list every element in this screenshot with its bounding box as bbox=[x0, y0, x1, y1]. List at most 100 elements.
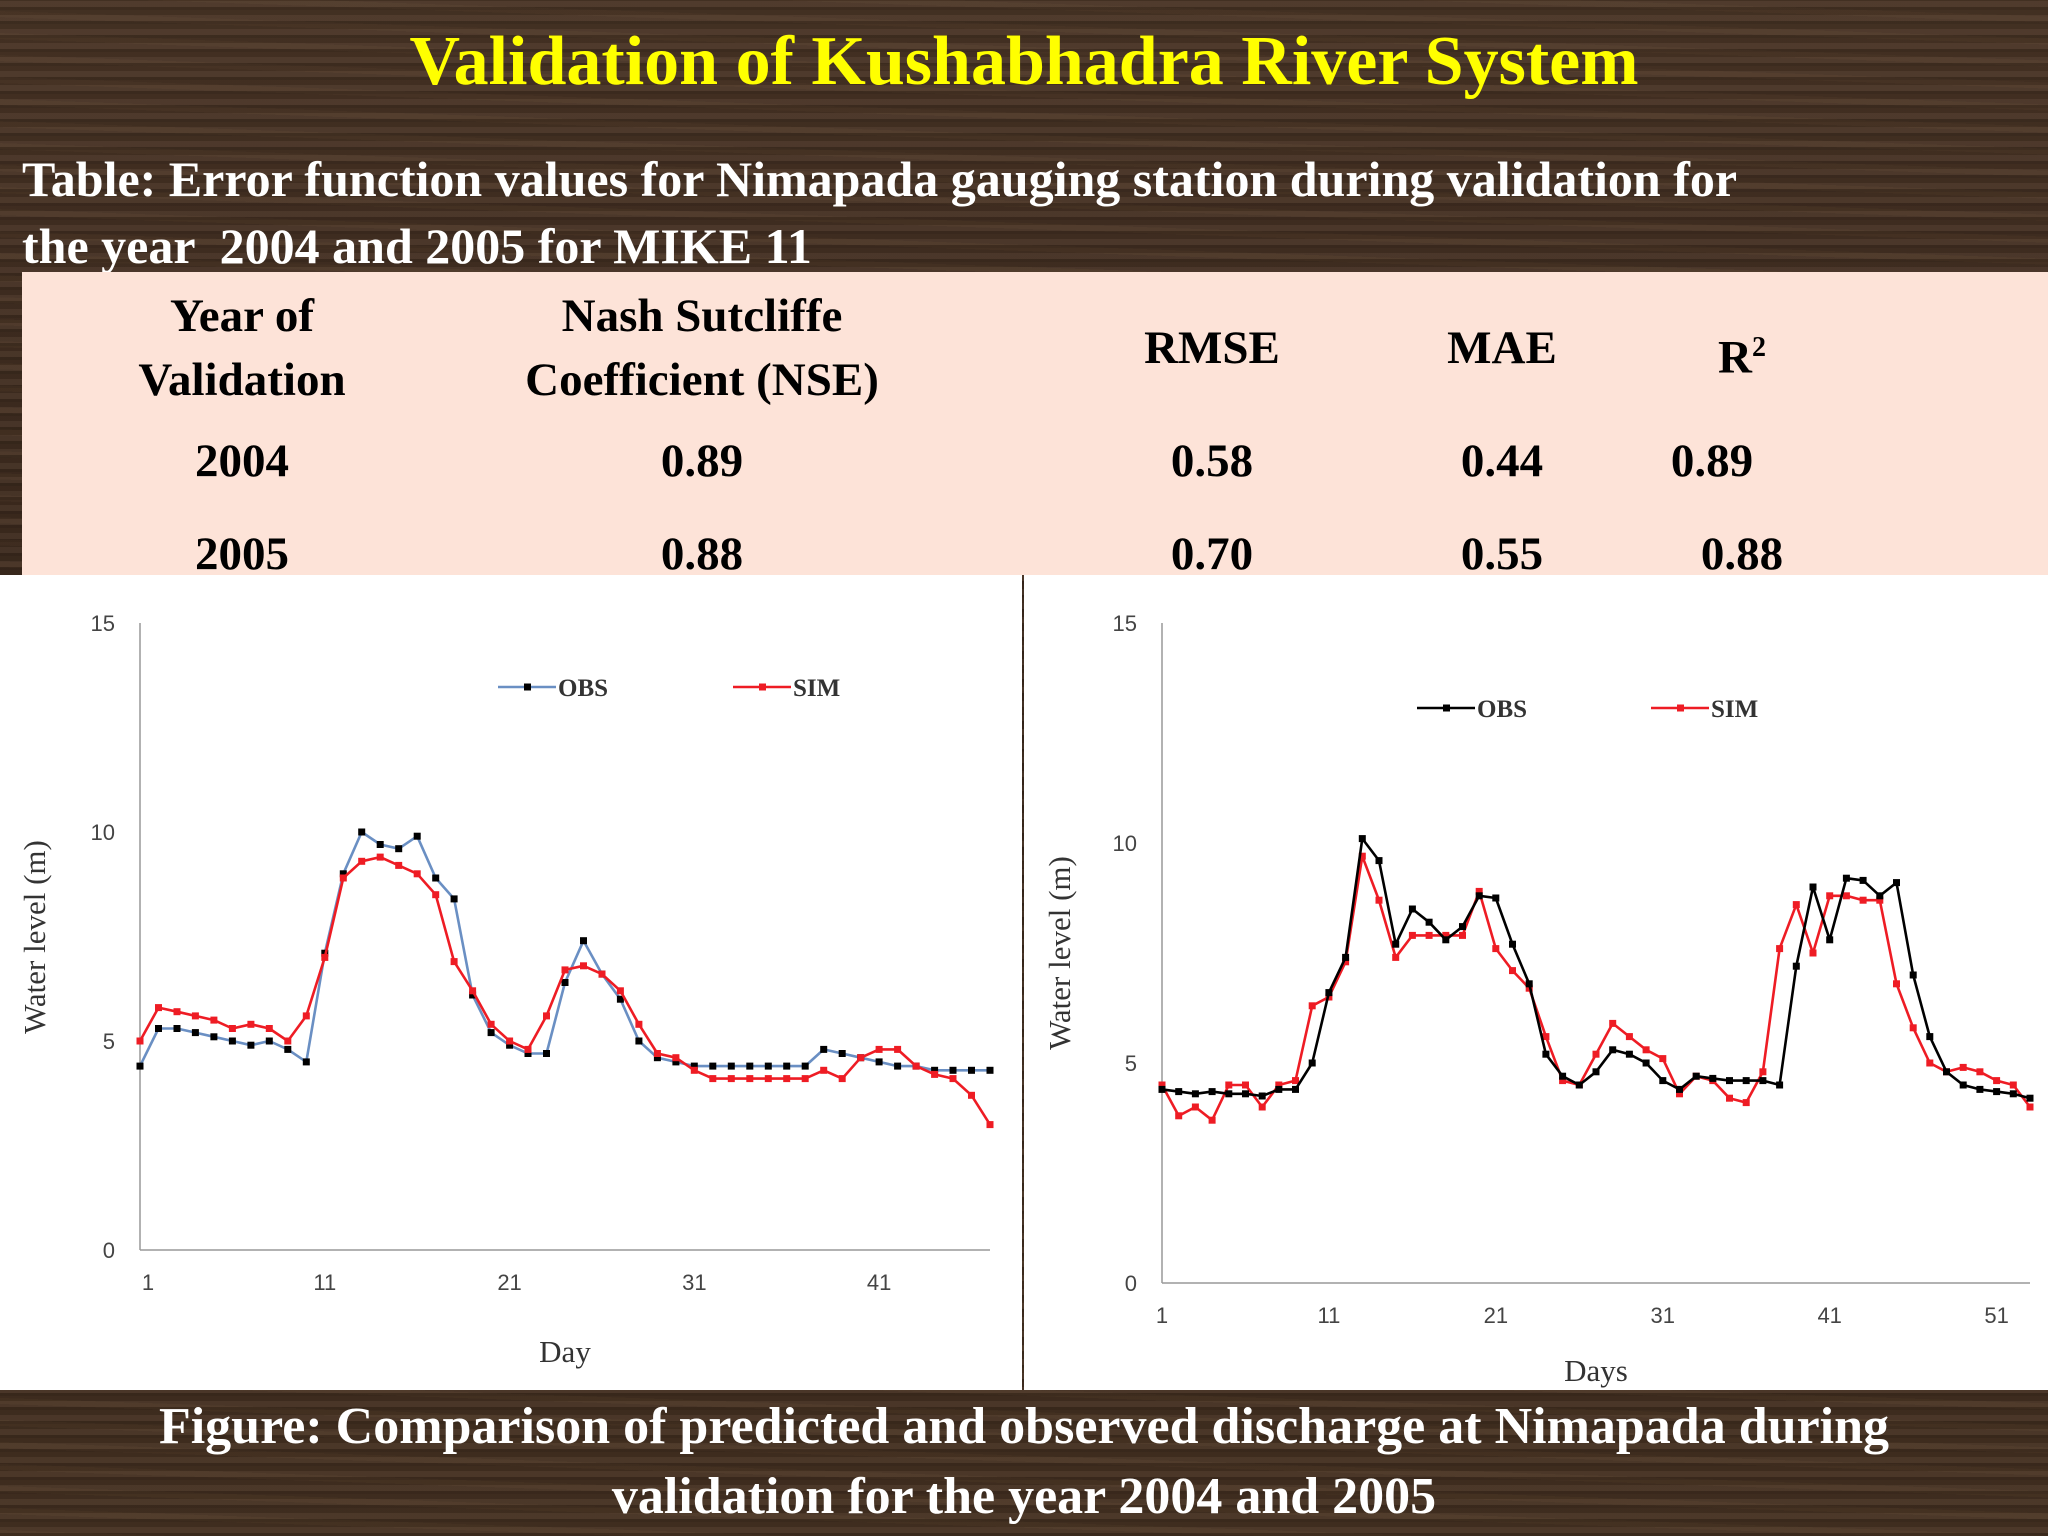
point-obs bbox=[931, 1066, 939, 1074]
point-obs bbox=[561, 979, 569, 986]
y-axis-label: Water level (m) bbox=[1042, 856, 1077, 1050]
point-sim bbox=[672, 1054, 680, 1062]
point-sim bbox=[746, 1075, 754, 1083]
point-sim bbox=[1392, 953, 1400, 961]
point-sim bbox=[524, 1045, 532, 1053]
point-sim bbox=[1625, 1033, 1633, 1041]
legend-marker-sim bbox=[759, 683, 766, 691]
point-sim bbox=[1893, 980, 1900, 988]
point-sim bbox=[210, 1016, 218, 1024]
point-obs bbox=[506, 1041, 514, 1049]
point-sim bbox=[1375, 896, 1383, 904]
legend-label-obs: OBS bbox=[1477, 696, 1527, 723]
header-nse: Nash Sutcliffe Coefficient (NSE) bbox=[442, 284, 962, 412]
row-2004-year: 2004 bbox=[195, 435, 289, 487]
header-year: Year of Validation bbox=[82, 284, 402, 412]
point-sim bbox=[1759, 1068, 1767, 1076]
point-sim bbox=[709, 1075, 717, 1083]
point-sim bbox=[1592, 1050, 1600, 1058]
point-sim bbox=[302, 1012, 310, 1020]
point-obs bbox=[450, 895, 458, 903]
point-sim bbox=[1742, 1099, 1750, 1107]
point-sim bbox=[690, 1066, 698, 1074]
point-obs bbox=[1659, 1077, 1667, 1085]
point-sim bbox=[1976, 1068, 1984, 1076]
point-sim bbox=[1158, 1081, 1166, 1089]
point-sim bbox=[1542, 1033, 1550, 1041]
point-obs bbox=[1358, 835, 1366, 843]
point-obs bbox=[1242, 1090, 1249, 1098]
legend-label-sim: SIM bbox=[1711, 696, 1758, 723]
point-obs bbox=[1559, 1072, 1567, 1080]
point-sim bbox=[1659, 1055, 1667, 1063]
point-sim bbox=[1258, 1103, 1266, 1111]
point-obs bbox=[1709, 1074, 1717, 1082]
point-obs bbox=[1292, 1085, 1299, 1093]
point-sim bbox=[358, 857, 366, 865]
point-obs bbox=[635, 1037, 643, 1045]
figure-caption: Figure: Comparison of predicted and obse… bbox=[0, 1392, 2048, 1532]
y-tick-label: 15 bbox=[91, 611, 115, 636]
slide-title: Validation of Kushabhadra River System bbox=[409, 23, 1639, 100]
point-sim bbox=[432, 891, 440, 899]
point-obs bbox=[2026, 1094, 2034, 1102]
point-obs bbox=[1726, 1077, 1733, 1085]
point-obs bbox=[653, 1054, 661, 1062]
error-function-table: Year of Validation Nash Sutcliffe Coeffi… bbox=[22, 272, 2048, 580]
point-obs bbox=[376, 841, 384, 848]
table-caption-line1: Table: Error function values for Nimapad… bbox=[22, 151, 1738, 207]
point-obs bbox=[764, 1062, 772, 1070]
header-r2-superscript: 2 bbox=[1751, 332, 1766, 363]
point-obs bbox=[1993, 1088, 2001, 1096]
point-obs bbox=[727, 1062, 735, 1070]
point-sim bbox=[1242, 1081, 1249, 1089]
point-obs bbox=[1759, 1077, 1767, 1085]
point-obs bbox=[210, 1033, 218, 1041]
point-sim bbox=[783, 1075, 791, 1083]
figure-caption-line1: Figure: Comparison of predicted and obse… bbox=[158, 1398, 1890, 1455]
point-sim bbox=[1859, 896, 1867, 904]
point-obs bbox=[1325, 989, 1333, 997]
x-tick-label: 31 bbox=[1651, 1303, 1675, 1328]
point-sim bbox=[857, 1054, 865, 1062]
point-sim bbox=[949, 1075, 957, 1083]
point-sim bbox=[284, 1037, 292, 1045]
point-obs bbox=[838, 1050, 846, 1057]
point-obs bbox=[783, 1062, 791, 1070]
point-sim bbox=[968, 1091, 975, 1099]
row-2004-mae: 0.44 bbox=[1460, 435, 1544, 487]
point-obs bbox=[616, 995, 624, 1003]
point-sim bbox=[173, 1008, 181, 1016]
legend-label-sim: SIM bbox=[793, 675, 840, 702]
point-obs bbox=[1592, 1068, 1600, 1076]
x-tick-label: 21 bbox=[497, 1270, 521, 1295]
point-obs bbox=[1642, 1059, 1650, 1067]
point-sim bbox=[1175, 1112, 1183, 1120]
point-obs bbox=[1893, 879, 1900, 887]
point-obs bbox=[265, 1037, 273, 1045]
point-obs bbox=[1342, 953, 1350, 961]
series-line-sim bbox=[138, 855, 992, 1126]
point-obs bbox=[690, 1062, 698, 1070]
point-sim bbox=[413, 870, 421, 878]
point-sim bbox=[450, 958, 458, 966]
point-obs bbox=[1676, 1085, 1683, 1093]
point-sim bbox=[875, 1045, 883, 1053]
legend-label-obs: OBS bbox=[558, 675, 608, 702]
row-2004-rmse: 0.58 bbox=[1170, 435, 1254, 487]
point-obs bbox=[191, 1029, 199, 1037]
point-sim bbox=[1191, 1103, 1199, 1111]
point-obs bbox=[1392, 940, 1400, 948]
point-sim bbox=[395, 861, 403, 869]
header-rmse: RMSE bbox=[1144, 322, 1280, 374]
point-obs bbox=[1542, 1050, 1550, 1058]
row-2005-year: 2005 bbox=[195, 528, 289, 580]
point-sim bbox=[228, 1025, 236, 1032]
point-obs bbox=[136, 1062, 144, 1070]
point-obs bbox=[1859, 876, 1867, 884]
point-sim bbox=[801, 1075, 809, 1083]
x-tick-label: 1 bbox=[1156, 1303, 1168, 1328]
point-sim bbox=[2026, 1103, 2034, 1111]
chart-2004-panel: 0 5 10 15 1 11 21 31 41 Day Water level (m) OBS SIM bbox=[0, 575, 1022, 1390]
